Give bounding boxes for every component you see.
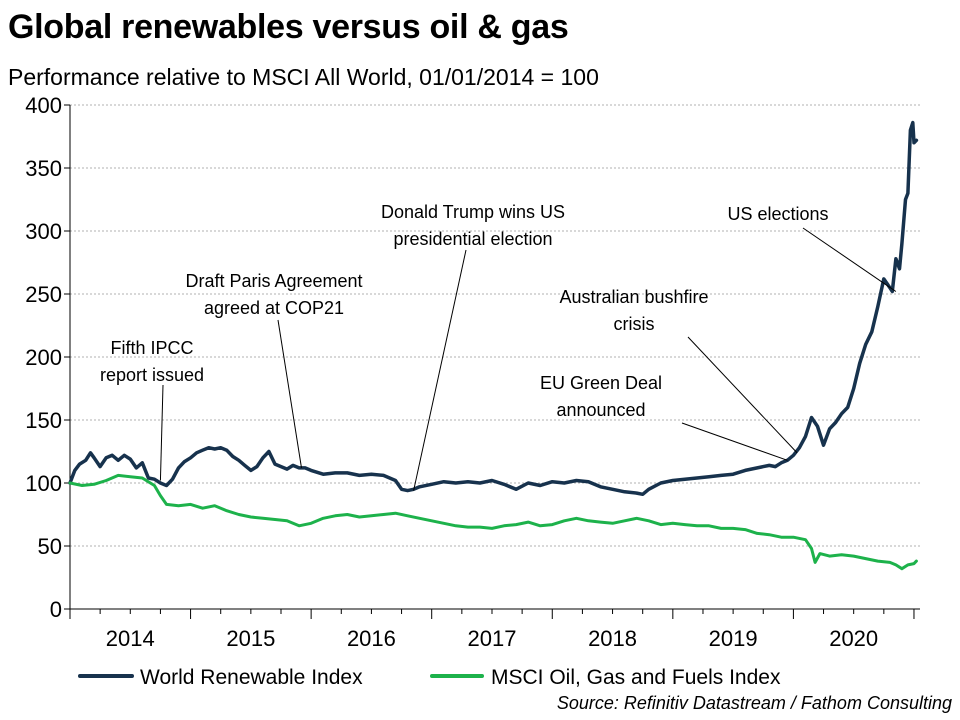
x-tick-label: 2020 [829, 626, 878, 651]
source-note: Source: Refinitiv Datastream / Fathom Co… [556, 693, 952, 713]
axes: 0 50 100 150 200 250 300 350 400 2014 2015 2016 2017… [25, 93, 920, 651]
x-tick-label: 2015 [226, 626, 275, 651]
annotation-line: Australian bushfire [559, 287, 708, 307]
annotation-label: Australian bushfire crisis [559, 287, 708, 334]
legend-label-renewables: World Renewable Index [140, 666, 363, 689]
x-tick-label: 2017 [468, 626, 517, 651]
annotation-line: US elections [727, 204, 828, 224]
annotation-line: Donald Trump wins US [381, 202, 565, 222]
annotation-leader [687, 336, 798, 454]
annotation-leader [681, 422, 788, 461]
legend-label-oil-gas: MSCI Oil, Gas and Fuels Index [491, 666, 781, 689]
annotation-line: Fifth IPCC [110, 338, 193, 358]
annotation-label: EU Green Deal announced [540, 373, 662, 420]
annotation-leader [802, 227, 897, 292]
x-tick-label: 2016 [347, 626, 396, 651]
gridlines [70, 104, 920, 547]
y-tick-label: 200 [25, 345, 62, 370]
y-tick-label: 0 [50, 597, 62, 622]
x-tick-label: 2014 [106, 626, 155, 651]
annotations: Fifth IPCC report issued Draft Paris Agree… [100, 202, 897, 491]
y-tick-label: 250 [25, 282, 62, 307]
x-tick-label: 2018 [588, 626, 637, 651]
annotation-line: presidential election [393, 229, 552, 249]
annotation-line: agreed at COP21 [204, 298, 344, 318]
annotation-label: Donald Trump wins US presidential electio… [381, 202, 565, 249]
annotation-line: EU Green Deal [540, 373, 662, 393]
renewables-line [68, 120, 919, 497]
chart-title: Global renewables versus oil & gas [8, 8, 569, 46]
x-tick-label: 2019 [709, 626, 758, 651]
annotation-line: report issued [100, 365, 204, 385]
chart-subtitle: Performance relative to MSCI All World, … [8, 64, 599, 90]
legend: World Renewable Index MSCI Oil, Gas and F… [78, 666, 781, 689]
y-tick-label: 350 [25, 156, 62, 181]
annotation-label: US elections [727, 204, 828, 224]
annotation-label: Draft Paris Agreement agreed at COP21 [185, 271, 362, 318]
y-tick-label: 50 [38, 534, 62, 559]
annotation-leader [413, 249, 467, 491]
annotation-leader [159, 384, 164, 481]
series-lines [68, 120, 919, 571]
y-tick-label: 100 [25, 471, 62, 496]
annotation-line: announced [556, 400, 645, 420]
annotation-label: Fifth IPCC report issued [100, 338, 204, 385]
oil-gas-line [68, 473, 918, 571]
y-tick-label: 150 [25, 408, 62, 433]
annotation-line: crisis [614, 314, 655, 334]
y-tick-label: 300 [25, 219, 62, 244]
y-tick-label: 400 [25, 93, 62, 118]
annotation-line: Draft Paris Agreement [185, 271, 362, 291]
annotation-leader [277, 319, 302, 468]
